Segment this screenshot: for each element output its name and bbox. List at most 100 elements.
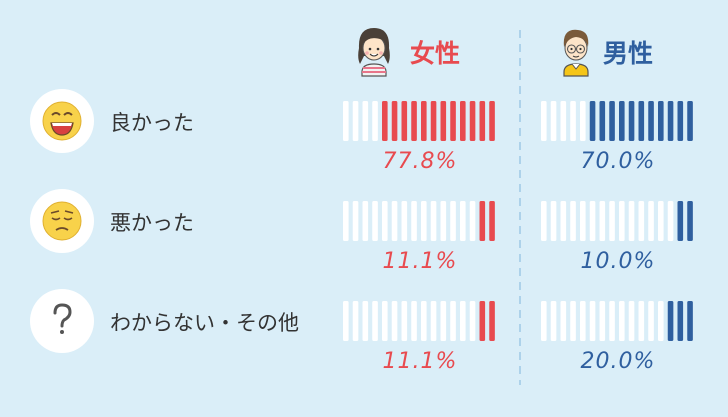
bar-stripe bbox=[372, 201, 378, 241]
bar-stripe bbox=[352, 201, 359, 241]
bar-stripe bbox=[450, 301, 456, 341]
bar-stripe bbox=[658, 101, 664, 141]
legend-male: 男性 bbox=[603, 39, 654, 68]
bar-stripe bbox=[687, 301, 693, 341]
bar-stripe bbox=[667, 301, 674, 341]
bar-stripe bbox=[667, 101, 674, 141]
bar-stripe bbox=[382, 201, 388, 241]
bar-stripe bbox=[599, 101, 606, 141]
bar-stripe bbox=[391, 201, 398, 241]
bar-stripe bbox=[382, 301, 388, 341]
bar-stripe bbox=[343, 101, 349, 141]
bar-stripe bbox=[401, 101, 408, 141]
category-label-bad: 悪かった bbox=[110, 211, 194, 235]
bar-stripe bbox=[628, 301, 635, 341]
bar-stripe bbox=[638, 101, 645, 141]
bar-stripe bbox=[580, 201, 586, 241]
bar-stripe bbox=[421, 101, 427, 141]
bar-stripe bbox=[541, 101, 547, 141]
bar-stripe bbox=[450, 201, 456, 241]
category-label-good: 良かった bbox=[110, 111, 194, 135]
bar-stripe bbox=[469, 201, 476, 241]
bar-stripe bbox=[658, 301, 664, 341]
bar-stripe bbox=[421, 201, 427, 241]
bar-stripe bbox=[638, 301, 645, 341]
bar-stripe bbox=[489, 201, 495, 241]
bar-stripe bbox=[541, 201, 547, 241]
bar-stripe bbox=[391, 301, 398, 341]
bar-stripe bbox=[362, 301, 369, 341]
male-avatar-icon bbox=[563, 29, 589, 77]
bar-stripe bbox=[580, 301, 586, 341]
bar-stripe bbox=[460, 101, 466, 141]
bar-stripe bbox=[687, 201, 693, 241]
bar-stripe bbox=[343, 301, 349, 341]
bar-stripe bbox=[560, 301, 567, 341]
female-avatar-icon bbox=[358, 28, 390, 77]
bar-stripe bbox=[589, 201, 596, 241]
smile-face-icon bbox=[30, 89, 94, 153]
bar-stripe bbox=[628, 101, 635, 141]
bar-female-other bbox=[343, 301, 495, 341]
bar-male-good bbox=[541, 101, 693, 141]
bar-stripe bbox=[489, 101, 495, 141]
category-label-other: わからない・その他 bbox=[110, 311, 299, 335]
bar-stripe bbox=[658, 201, 664, 241]
bar-stripe bbox=[352, 301, 359, 341]
bar-stripe bbox=[550, 301, 557, 341]
bar-stripe bbox=[580, 101, 586, 141]
bar-stripe bbox=[609, 101, 615, 141]
bar-stripe bbox=[570, 101, 576, 141]
bar-stripe bbox=[401, 201, 408, 241]
data-label-male-good: 70.0% bbox=[580, 149, 656, 174]
bar-stripe bbox=[430, 201, 437, 241]
bar-male-other bbox=[541, 301, 693, 341]
bar-stripe bbox=[619, 201, 625, 241]
data-label-male-bad: 10.0% bbox=[580, 249, 656, 274]
bar-stripe bbox=[411, 301, 417, 341]
bar-stripe bbox=[648, 301, 654, 341]
bar-stripe bbox=[362, 101, 369, 141]
bar-stripe bbox=[589, 101, 596, 141]
bar-stripe bbox=[411, 101, 417, 141]
legend-female: 女性 bbox=[410, 39, 461, 68]
bar-stripe bbox=[648, 101, 654, 141]
bar-stripe bbox=[440, 101, 447, 141]
bar-stripe bbox=[677, 301, 684, 341]
bar-stripe bbox=[372, 301, 378, 341]
bar-stripe bbox=[677, 101, 684, 141]
bar-stripe bbox=[372, 101, 378, 141]
bar-stripe bbox=[430, 301, 437, 341]
bar-stripe bbox=[382, 101, 388, 141]
bar-stripe bbox=[469, 301, 476, 341]
bar-stripe bbox=[479, 301, 486, 341]
bar-stripe bbox=[609, 301, 615, 341]
bar-stripe bbox=[460, 301, 466, 341]
bar-female-good bbox=[343, 101, 495, 141]
bar-stripe bbox=[648, 201, 654, 241]
bar-stripe bbox=[550, 201, 557, 241]
bar-stripe bbox=[440, 301, 447, 341]
bar-stripe bbox=[687, 101, 693, 141]
bars-layer bbox=[343, 101, 693, 341]
bar-stripe bbox=[401, 301, 408, 341]
bar-stripe bbox=[599, 301, 606, 341]
bar-stripe bbox=[421, 301, 427, 341]
bar-stripe bbox=[619, 101, 625, 141]
bar-stripe bbox=[362, 201, 369, 241]
bar-stripe bbox=[430, 101, 437, 141]
bar-stripe bbox=[570, 201, 576, 241]
bar-stripe bbox=[599, 201, 606, 241]
bar-stripe bbox=[550, 101, 557, 141]
data-label-female-good: 77.8% bbox=[382, 149, 458, 174]
bar-stripe bbox=[479, 101, 486, 141]
bar-stripe bbox=[450, 101, 456, 141]
bar-stripe bbox=[489, 301, 495, 341]
bar-stripe bbox=[609, 201, 615, 241]
bar-female-bad bbox=[343, 201, 495, 241]
bar-stripe bbox=[440, 201, 447, 241]
question-mark-icon bbox=[30, 289, 94, 353]
bar-stripe bbox=[479, 201, 486, 241]
